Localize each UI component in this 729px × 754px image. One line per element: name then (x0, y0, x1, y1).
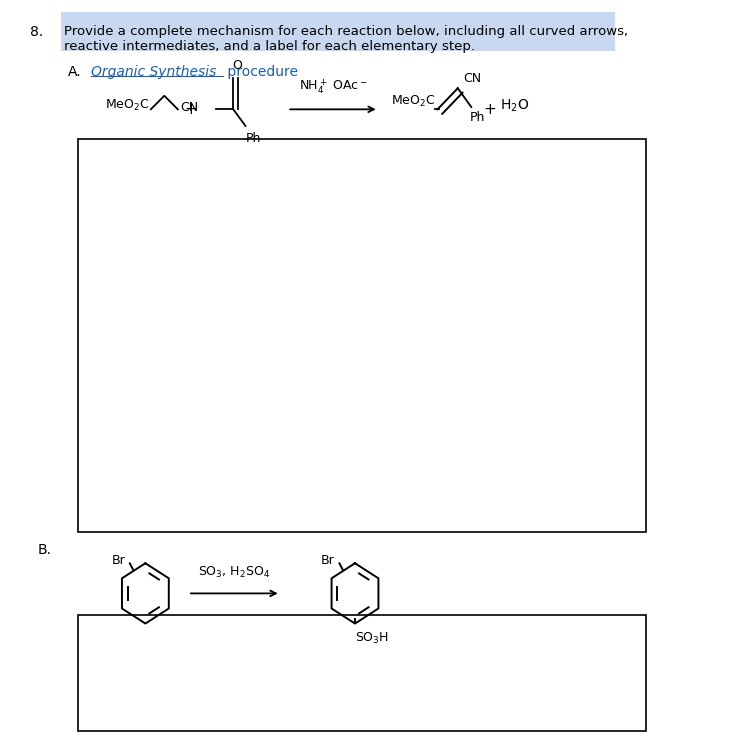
Text: reactive intermediates, and a label for each elementary step.: reactive intermediates, and a label for … (64, 40, 475, 54)
Text: CN: CN (463, 72, 481, 85)
Text: SO$_3$H: SO$_3$H (355, 631, 389, 646)
FancyBboxPatch shape (61, 12, 615, 51)
Text: MeO$_2$C: MeO$_2$C (105, 98, 149, 113)
Text: B.: B. (37, 544, 51, 557)
Text: SO$_3$, H$_2$SO$_4$: SO$_3$, H$_2$SO$_4$ (198, 565, 270, 580)
Text: Ph: Ph (246, 132, 261, 145)
Text: O: O (232, 59, 242, 72)
Text: A.: A. (68, 65, 81, 78)
Text: MeO$_2$C: MeO$_2$C (391, 94, 435, 109)
Text: +: + (484, 102, 496, 117)
Text: Provide a complete mechanism for each reaction below, including all curved arrow: Provide a complete mechanism for each re… (64, 25, 628, 38)
Text: Ph: Ph (470, 111, 486, 124)
Text: procedure: procedure (223, 65, 298, 78)
Text: 8.: 8. (31, 25, 44, 38)
Text: NH$_4^+$ OAc$^-$: NH$_4^+$ OAc$^-$ (299, 77, 367, 96)
Bar (78, 139, 646, 532)
Text: Br: Br (321, 554, 335, 567)
Bar (78, 615, 646, 731)
Text: Br: Br (112, 554, 125, 567)
Text: H$_2$O: H$_2$O (500, 97, 530, 114)
Text: CN: CN (180, 100, 198, 114)
Text: Organic Synthesis: Organic Synthesis (91, 65, 217, 78)
Text: +: + (184, 102, 197, 117)
